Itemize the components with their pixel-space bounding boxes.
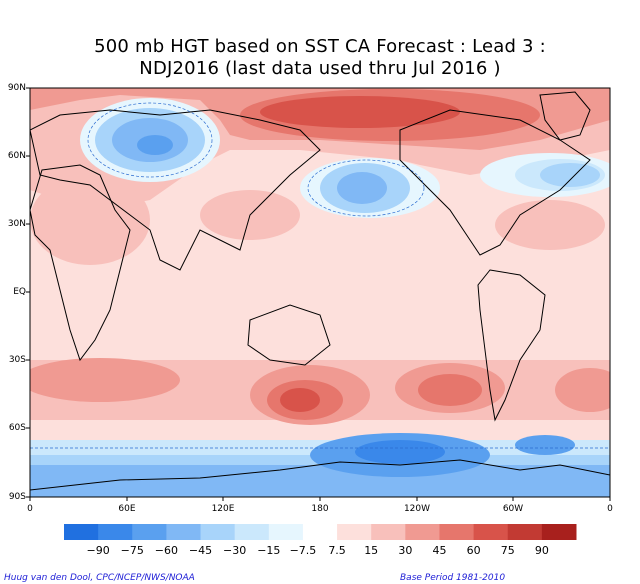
colorbar-label: 90 bbox=[534, 544, 549, 557]
colorbar-label: 7.5 bbox=[328, 544, 346, 557]
colorbar-label: −90 bbox=[86, 544, 110, 557]
lon-label-120w: 120W bbox=[403, 504, 431, 514]
coastlines bbox=[30, 91, 610, 491]
axis-ticks bbox=[26, 87, 611, 501]
south-east-positive bbox=[555, 368, 610, 412]
south-pacific-positive-core bbox=[280, 388, 320, 412]
colorbar-swatch bbox=[439, 524, 475, 540]
colorbar-label: 15 bbox=[364, 544, 379, 557]
colorbar-label: −75 bbox=[120, 544, 144, 557]
lon-label-180: 180 bbox=[311, 504, 329, 514]
lon-label-0-west: 0 bbox=[27, 504, 33, 514]
lat-label-60s: 60S bbox=[8, 423, 26, 433]
colorbar-swatch bbox=[200, 524, 236, 540]
lat-label-60n: 60N bbox=[7, 151, 26, 161]
colorbar-label: −7.5 bbox=[289, 544, 317, 557]
colorbar-swatch bbox=[541, 524, 577, 540]
lon-label-120e: 120E bbox=[211, 504, 235, 514]
colorbar-label: −45 bbox=[188, 544, 213, 557]
colorbar-label: −60 bbox=[154, 544, 178, 557]
europe-negative-max bbox=[137, 135, 173, 155]
colorbar-swatch bbox=[132, 524, 167, 540]
eurasia-outline bbox=[30, 109, 321, 271]
antarctica-outline bbox=[30, 459, 610, 491]
colorbar-label: −30 bbox=[223, 544, 247, 557]
lon-label-60e: 60E bbox=[118, 504, 136, 514]
atlantic-positive bbox=[495, 200, 605, 250]
south-atlantic-positive-core bbox=[418, 374, 482, 406]
colorbar-swatch bbox=[166, 524, 202, 540]
colorbar-swatch bbox=[302, 524, 338, 540]
lat-label-30n: 30N bbox=[7, 219, 26, 229]
greenland-outline bbox=[539, 91, 591, 141]
colorbar-swatch bbox=[405, 524, 440, 540]
colorbar-swatch bbox=[507, 524, 543, 540]
drake-negative bbox=[515, 435, 575, 455]
south-america-outline bbox=[477, 269, 546, 422]
namerica-negative-core bbox=[540, 163, 600, 187]
colorbar-label: −15 bbox=[257, 544, 281, 557]
chart-title-line1: 500 mb HGT based on SST CA Forecast : Le… bbox=[94, 36, 546, 57]
colorbar-label: 75 bbox=[500, 544, 515, 557]
lat-label-90n: 90N bbox=[7, 83, 26, 93]
lat-label-30s: 30S bbox=[8, 355, 26, 365]
credit-text: Huug van den Dool, CPC/NCEP/NWS/NOAA bbox=[4, 573, 195, 583]
africa-outline bbox=[30, 164, 131, 362]
lon-label-60w: 60W bbox=[502, 504, 524, 514]
antarctic-negative-max bbox=[355, 440, 445, 464]
australia-outline bbox=[247, 304, 331, 366]
antarctic-negative bbox=[30, 465, 610, 497]
lon-label-0-east: 0 bbox=[607, 504, 613, 514]
colorbar-swatch bbox=[268, 524, 304, 540]
chart-title-line2: NDJ2016 (last data used thru Jul 2016 ) bbox=[139, 58, 501, 79]
lat-label-90s: 90S bbox=[8, 492, 26, 502]
colorbar-swatches bbox=[64, 524, 577, 540]
colorbar-swatch bbox=[473, 524, 509, 540]
colorbar-swatch bbox=[98, 524, 133, 540]
south-africa-positive bbox=[30, 358, 180, 402]
colorbar-swatch bbox=[64, 524, 99, 540]
colorbar-swatch bbox=[234, 524, 270, 540]
colorbar-swatch bbox=[371, 524, 406, 540]
pacific-negative-core bbox=[337, 172, 387, 204]
colorbar-label: 30 bbox=[398, 544, 413, 557]
colorbar-swatch bbox=[337, 524, 372, 540]
africa-positive bbox=[30, 175, 150, 265]
negative-contours bbox=[30, 102, 610, 449]
colorbar-label: 60 bbox=[466, 544, 481, 557]
colorbar-label: 45 bbox=[432, 544, 447, 557]
north-america-outline bbox=[399, 109, 591, 256]
arctic-positive-max bbox=[260, 96, 460, 128]
base-period-text: Base Period 1981-2010 bbox=[400, 573, 506, 583]
lat-label-eq: EQ bbox=[13, 287, 26, 297]
